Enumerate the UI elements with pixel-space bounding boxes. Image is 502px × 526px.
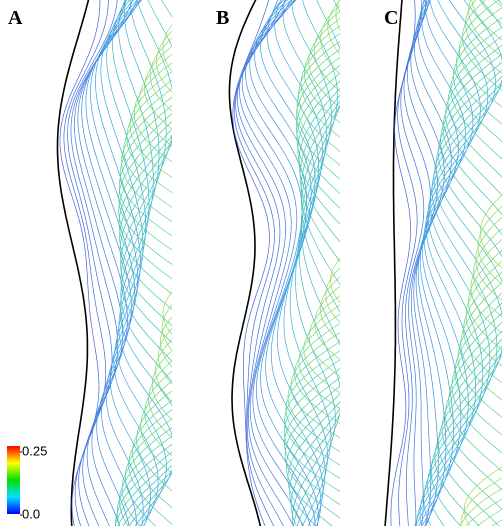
contour-line — [144, 45, 172, 385]
contour-line — [308, 11, 340, 377]
contour-line — [241, 0, 311, 526]
contour-panels — [56, 0, 502, 526]
contour-line — [235, 0, 286, 526]
contour-line — [123, 88, 172, 474]
contour-line — [133, 62, 172, 421]
contour-line — [119, 105, 172, 509]
contour-line — [283, 72, 340, 492]
colorbar — [7, 446, 20, 514]
contour-line — [287, 100, 340, 526]
contour-line — [294, 33, 340, 424]
contour-line — [284, 87, 340, 519]
contour-line — [290, 40, 340, 439]
contour-line — [116, 0, 172, 526]
contour-line — [67, 0, 118, 526]
contour-line — [445, 44, 502, 491]
contour-line — [461, 0, 502, 384]
contour-line — [453, 16, 502, 436]
contour-line — [447, 35, 502, 472]
contour-line — [118, 0, 172, 526]
colorbar-tick-label: 0.25 — [22, 443, 47, 458]
contour-line — [149, 37, 172, 368]
contour-line — [155, 30, 172, 351]
contour-line — [118, 128, 172, 526]
contour-line — [325, 0, 340, 323]
contour-line — [285, 56, 340, 466]
contour-line — [456, 7, 502, 418]
contour-line — [400, 0, 428, 526]
contour-line — [239, 0, 303, 526]
panel-label: C — [384, 7, 398, 29]
contour-group — [228, 0, 340, 526]
contour-line — [287, 48, 340, 453]
contour-line — [118, 134, 172, 526]
panel-label: B — [216, 7, 229, 29]
contour-line — [283, 80, 340, 506]
contour-line — [427, 0, 502, 526]
contour-line — [138, 53, 172, 403]
contour-line — [90, 0, 144, 526]
contour-line — [434, 69, 502, 526]
contour-line — [465, 0, 502, 367]
wall — [228, 0, 262, 526]
contour-line — [118, 113, 172, 525]
contour-line — [330, 257, 340, 303]
contour-line — [121, 96, 172, 492]
contour-line — [403, 0, 431, 526]
contour-line — [459, 0, 502, 526]
contour-line — [468, 0, 502, 526]
contour-line — [303, 18, 340, 394]
contour-line — [460, 205, 502, 526]
contour-line — [232, 0, 270, 526]
contour-line — [282, 0, 332, 526]
contour-line — [406, 0, 438, 526]
contour-line — [423, 0, 502, 526]
contour-group — [56, 0, 172, 526]
contour-line — [118, 120, 172, 526]
contour-line — [74, 0, 133, 526]
contour-line — [286, 94, 340, 526]
contour-line — [441, 53, 502, 510]
panel-label: A — [8, 7, 23, 29]
contour-line — [114, 0, 172, 526]
contour-line — [77, 0, 138, 526]
contour-line — [416, 0, 496, 526]
colorbar-ticks: 0.0 0.25 — [20, 443, 47, 521]
contour-line — [284, 64, 340, 479]
contour-line — [70, 0, 126, 526]
contour-line — [415, 0, 481, 526]
contour-line — [319, 0, 340, 342]
contour-line — [120, 0, 172, 526]
contour-line — [414, 0, 489, 526]
contour-line — [115, 0, 172, 526]
contour-line — [289, 0, 340, 526]
contour-line — [81, 0, 141, 526]
contour-line — [410, 0, 445, 526]
colorbar-tick-label: 0.0 — [22, 506, 40, 521]
contour-line — [414, 0, 452, 526]
contour-line — [291, 0, 336, 526]
contour-line — [245, 0, 316, 526]
contour-line — [112, 0, 172, 526]
wall — [56, 0, 90, 526]
contour-group — [384, 0, 502, 526]
contour-line — [236, 0, 294, 526]
contour-line — [106, 0, 167, 526]
contour-line — [419, 0, 502, 526]
wall — [384, 0, 403, 526]
contour-line — [126, 79, 172, 457]
contour-line — [298, 25, 340, 410]
contour-line — [117, 0, 172, 526]
contour-line — [290, 0, 340, 526]
contour-line — [450, 26, 502, 454]
contour-line — [463, 194, 502, 526]
contour-line — [266, 0, 326, 526]
contour-line — [129, 70, 172, 439]
contour-line — [418, 0, 474, 526]
contour-line — [458, 0, 502, 401]
contour-line — [470, 0, 502, 526]
contour-line — [85, 0, 142, 526]
